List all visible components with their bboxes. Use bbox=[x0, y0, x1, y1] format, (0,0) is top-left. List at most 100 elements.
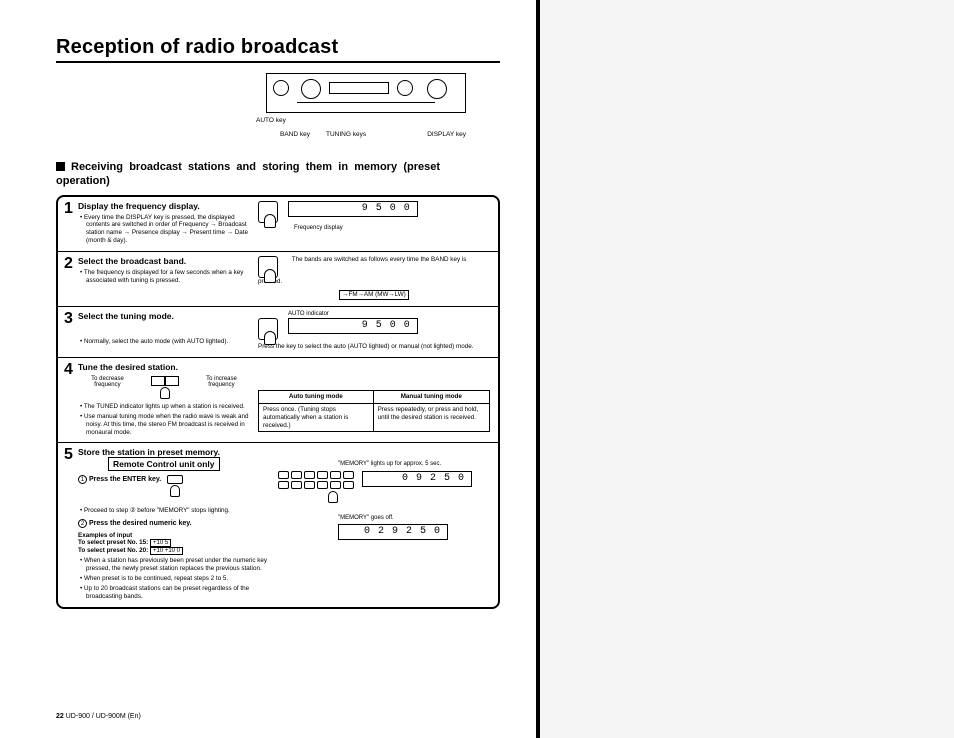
input-examples: Examples of input To select preset No. 1… bbox=[78, 532, 270, 555]
step-number: 3 bbox=[64, 311, 78, 351]
square-bullet-icon bbox=[56, 162, 65, 171]
step-bullet: Every time the DISPLAY key is pressed, t… bbox=[78, 214, 250, 245]
page-title: Reception of radio broadcast bbox=[56, 36, 500, 63]
example-row: To select preset No. 15: +10 5 bbox=[78, 539, 270, 547]
step-bullet: When preset is to be continued, repeat s… bbox=[78, 575, 270, 583]
press-hand-icon bbox=[160, 387, 170, 399]
step-title: Select the broadcast band. bbox=[78, 256, 250, 266]
dial-icon bbox=[427, 79, 447, 99]
tuning-arrows: To decrease frequency To increase freque… bbox=[78, 376, 250, 399]
step-number: 5 bbox=[64, 447, 78, 600]
step-5: 5 Store the station in preset memory. Re… bbox=[58, 443, 498, 606]
step-left-col: Store the station in preset memory. Remo… bbox=[78, 447, 278, 600]
lcd-display: 0 9 2 5 0 bbox=[362, 471, 472, 487]
section-heading-text: Receiving broadcast stations and storing… bbox=[56, 161, 440, 187]
step-bullet: Normally, select the auto mode (with AUT… bbox=[78, 338, 250, 346]
example-row: To select preset No. 20: +10 +10 0 bbox=[78, 547, 270, 555]
dial-icon bbox=[273, 80, 289, 96]
press-hand-icon bbox=[258, 318, 278, 340]
step-4: 4 Tune the desired station. To decrease … bbox=[58, 358, 498, 443]
model-label: UD-900 / UD-900M (En) bbox=[66, 713, 141, 720]
step-note: Proceed to step ② before "MEMORY" stops … bbox=[78, 507, 270, 515]
circled-number-icon: 2 bbox=[78, 519, 87, 528]
step-right-text: The bands are switched as follows every … bbox=[258, 256, 466, 285]
step-title: Tune the desired station. bbox=[78, 362, 250, 372]
step-left-col: Tune the desired station. To decrease fr… bbox=[78, 362, 258, 436]
tuning-mode-table: Auto tuning mode Manual tuning mode Pres… bbox=[258, 390, 490, 432]
tuning-buttons-icon bbox=[151, 376, 179, 399]
steps-container: 1 Display the frequency display. Every t… bbox=[56, 195, 500, 609]
lcd-display: 9 5 0 0 bbox=[288, 201, 418, 217]
step-2: 2 Select the broadcast band. The frequen… bbox=[58, 252, 498, 307]
numeric-keypad-icon bbox=[278, 471, 354, 503]
page-number: 22 bbox=[56, 713, 64, 720]
circled-number-icon: 1 bbox=[78, 475, 87, 484]
step-bullet: Up to 20 broadcast stations can be prese… bbox=[78, 585, 270, 601]
label-display-key: DISPLAY key bbox=[427, 131, 466, 138]
right-btn-icon bbox=[165, 376, 179, 386]
step-title: Display the frequency display. bbox=[78, 201, 250, 211]
step-left-col: Select the tuning mode. Normally, select… bbox=[78, 311, 258, 351]
substep-1: 1Press the ENTER key. bbox=[78, 475, 270, 497]
memory-note: "MEMORY" goes off. bbox=[338, 515, 490, 523]
lcd-display: 0 2 9 2 5 0 bbox=[338, 524, 448, 540]
example-label: To select preset No. 15: bbox=[78, 539, 148, 546]
page-footer: 22 UD-900 / UD-900M (En) bbox=[56, 713, 141, 720]
substep-text: Press the desired numeric key. bbox=[89, 520, 192, 527]
slot-line-icon bbox=[297, 102, 435, 103]
increase-freq-label: To increase frequency bbox=[193, 376, 250, 388]
memory-note: "MEMORY" lights up for approx. 5 sec. bbox=[338, 461, 490, 469]
manual-page: Reception of radio broadcast AUTO key BA… bbox=[0, 0, 540, 738]
step-right-col: "MEMORY" lights up for approx. 5 sec. 0 … bbox=[278, 447, 490, 600]
radio-diagram: AUTO key BAND key TUNING keys DISPLAY ke… bbox=[266, 73, 466, 151]
step-title: Store the station in preset memory. bbox=[78, 447, 220, 457]
key-sequence: +10 +10 0 bbox=[150, 547, 183, 555]
dial-icon bbox=[301, 79, 321, 99]
band-cycle-box: →FM→AM (MW→LW) bbox=[339, 290, 409, 300]
step-left-col: Select the broadcast band. The frequency… bbox=[78, 256, 258, 300]
step-number: 4 bbox=[64, 362, 78, 436]
step-right-text: Press the key to select the auto (AUTO l… bbox=[258, 343, 490, 351]
display-rect-icon bbox=[329, 82, 389, 94]
substep-2: 2Press the desired numeric key. bbox=[78, 519, 270, 528]
examples-header: Examples of input bbox=[78, 532, 270, 539]
substep-text: Press the ENTER key. bbox=[89, 476, 161, 483]
auto-indicator-label: AUTO indicator bbox=[288, 311, 490, 319]
remote-control-box: Remote Control unit only bbox=[108, 457, 220, 471]
step-1: 1 Display the frequency display. Every t… bbox=[58, 197, 498, 252]
enter-key-icon bbox=[167, 475, 183, 484]
label-band-key: BAND key bbox=[280, 131, 310, 138]
key-sequence: +10 5 bbox=[150, 539, 171, 547]
lcd-caption: Frequency display bbox=[294, 225, 490, 233]
label-tuning-keys: TUNING keys bbox=[326, 131, 366, 138]
table-header: Auto tuning mode bbox=[259, 391, 374, 404]
step-right-col: AUTO indicator 9 5 0 0 Press the key to … bbox=[258, 311, 490, 351]
enter-key-figure bbox=[167, 475, 183, 497]
example-label: To select preset No. 20: bbox=[78, 547, 148, 554]
step-3: 3 Select the tuning mode. Normally, sele… bbox=[58, 307, 498, 358]
step-right-col: The bands are switched as follows every … bbox=[258, 256, 490, 300]
step-left-col: Display the frequency display. Every tim… bbox=[78, 201, 258, 245]
label-auto-key: AUTO key bbox=[256, 117, 286, 124]
step-title: Select the tuning mode. bbox=[78, 311, 250, 321]
press-hand-icon bbox=[258, 256, 278, 278]
table-cell: Press once. (Tuning stops automatically … bbox=[259, 403, 374, 432]
table-cell: Press repeatedly, or press and hold, unt… bbox=[373, 403, 489, 432]
step-number: 2 bbox=[64, 256, 78, 300]
table-header: Manual tuning mode bbox=[373, 391, 489, 404]
radio-unit-outline bbox=[266, 73, 466, 113]
press-hand-icon bbox=[170, 485, 180, 497]
section-heading: Receiving broadcast stations and storing… bbox=[56, 161, 440, 189]
step-bullet: When a station has previously been prese… bbox=[78, 557, 270, 573]
step-bullet: Use manual tuning mode when the radio wa… bbox=[78, 413, 250, 437]
lcd-display: 9 5 0 0 bbox=[288, 318, 418, 334]
step-right-col: Auto tuning mode Manual tuning mode Pres… bbox=[258, 362, 490, 436]
press-hand-icon bbox=[258, 201, 278, 223]
step-bullet: The TUNED indicator lights up when a sta… bbox=[78, 403, 250, 411]
step-number: 1 bbox=[64, 201, 78, 245]
dial-icon bbox=[397, 80, 413, 96]
step-bullet: The frequency is displayed for a few sec… bbox=[78, 269, 250, 285]
step-right-col: 9 5 0 0 Frequency display bbox=[258, 201, 490, 245]
press-hand-icon bbox=[328, 491, 338, 503]
decrease-freq-label: To decrease frequency bbox=[78, 376, 137, 388]
